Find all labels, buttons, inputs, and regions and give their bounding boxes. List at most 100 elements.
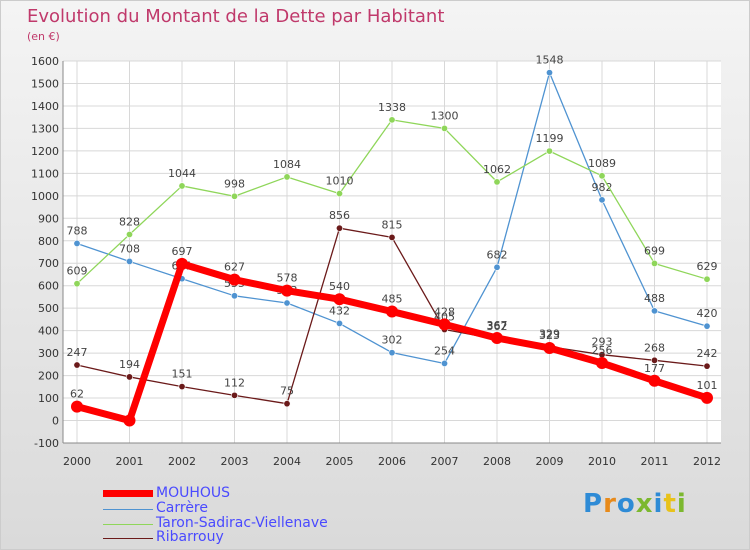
y-tick-label: 700 (38, 257, 59, 270)
data-label-carr-re: 420 (697, 307, 718, 320)
data-label-ribarrouy: 329 (539, 328, 560, 341)
y-tick-label: 400 (38, 325, 59, 338)
data-point-ribarrouy (388, 233, 396, 241)
data-label-ribarrouy: 112 (224, 376, 245, 389)
data-point-mouhous (228, 273, 241, 286)
data-point-mouhous (281, 284, 293, 297)
proxiti-logo: Proxiti (583, 489, 687, 519)
data-point-taron-sadirac-viellenave (283, 173, 291, 181)
data-label-carr-re: 432 (329, 304, 350, 317)
data-point-mouhous (71, 400, 83, 413)
data-point-mouhous (333, 293, 346, 306)
data-label-taron-sadirac-viellenave: 1044 (168, 167, 196, 180)
data-point-mouhous (491, 332, 503, 345)
y-tick-label: 1400 (31, 100, 59, 113)
x-tick-label: 2007 (431, 455, 459, 468)
y-tick-label: 1600 (31, 55, 59, 68)
data-label-mouhous: 578 (277, 272, 298, 285)
data-point-taron-sadirac-viellenave (493, 178, 501, 186)
data-label-ribarrouy: 75 (280, 385, 294, 398)
data-point-taron-sadirac-viellenave (545, 147, 553, 155)
logo-letter: P (583, 489, 604, 519)
data-point-carr-re (335, 319, 343, 327)
y-tick-label: 200 (38, 370, 59, 383)
data-label-ribarrouy: 151 (172, 368, 193, 381)
data-label-mouhous: 485 (382, 293, 403, 306)
data-point-ribarrouy (231, 391, 239, 399)
data-point-taron-sadirac-viellenave (388, 116, 396, 124)
data-label-ribarrouy: 815 (382, 218, 403, 231)
data-label-carr-re: 788 (67, 224, 88, 237)
data-point-carr-re (598, 196, 606, 204)
data-label-ribarrouy: 856 (329, 209, 350, 222)
data-label-carr-re: 682 (487, 248, 508, 261)
chart-subtitle: (en €) (27, 30, 60, 43)
data-point-taron-sadirac-viellenave (440, 124, 448, 132)
y-tick-label: 1200 (31, 145, 59, 158)
data-label-carr-re: 302 (382, 334, 403, 347)
data-label-ribarrouy: 293 (592, 336, 613, 349)
data-point-carr-re (73, 239, 81, 247)
data-point-ribarrouy (335, 224, 343, 232)
data-point-taron-sadirac-viellenave (703, 275, 711, 283)
y-tick-label: 1500 (31, 77, 59, 90)
data-point-carr-re (231, 292, 239, 300)
data-point-mouhous (596, 357, 608, 370)
data-label-mouhous: 367 (487, 319, 508, 332)
data-point-mouhous (123, 414, 136, 427)
data-label-taron-sadirac-viellenave: 1338 (378, 101, 406, 114)
y-tick-label: -100 (34, 437, 59, 450)
data-point-mouhous (648, 374, 661, 387)
data-point-taron-sadirac-viellenave (73, 280, 81, 288)
data-label-taron-sadirac-viellenave: 629 (697, 260, 718, 273)
y-tick-label: 1100 (31, 167, 59, 180)
x-tick-label: 2009 (536, 455, 564, 468)
data-point-ribarrouy (73, 361, 81, 369)
x-tick-label: 2010 (588, 455, 616, 468)
x-tick-label: 2001 (116, 455, 144, 468)
data-point-mouhous (176, 257, 188, 270)
data-label-mouhous: 256 (592, 344, 613, 357)
x-tick-label: 2002 (168, 455, 196, 468)
y-tick-label: 800 (38, 235, 59, 248)
data-point-taron-sadirac-viellenave (598, 172, 606, 180)
data-point-ribarrouy (703, 362, 711, 370)
x-tick-label: 2000 (63, 455, 91, 468)
logo-letter: o (616, 489, 636, 519)
y-tick-label: 900 (38, 212, 59, 225)
data-point-ribarrouy (178, 383, 186, 391)
logo-letter: x (635, 489, 654, 519)
data-point-carr-re (440, 359, 448, 367)
data-point-mouhous (438, 318, 451, 331)
data-label-carr-re: 1548 (536, 54, 564, 67)
data-label-mouhous: 540 (329, 280, 350, 293)
data-point-mouhous (386, 305, 398, 318)
data-label-mouhous: 177 (644, 362, 665, 375)
y-tick-label: 100 (38, 392, 59, 405)
x-tick-label: 2003 (221, 455, 249, 468)
data-label-ribarrouy: 268 (644, 341, 665, 354)
data-point-ribarrouy (283, 400, 291, 408)
x-tick-label: 2005 (326, 455, 354, 468)
data-point-carr-re (545, 69, 553, 77)
data-point-ribarrouy (126, 373, 134, 381)
data-label-taron-sadirac-viellenave: 1062 (483, 163, 511, 176)
data-label-mouhous: 323 (539, 329, 560, 342)
legend-label-carrere: Carrère (156, 500, 208, 516)
y-tick-label: 1300 (31, 122, 59, 135)
y-tick-label: 1000 (31, 190, 59, 203)
data-point-carr-re (388, 349, 396, 357)
chart-title: Evolution du Montant de la Dette par Hab… (27, 6, 445, 27)
data-label-carr-re: 488 (644, 292, 665, 305)
legend-label-mouhous: MOUHOUS (156, 485, 231, 501)
data-point-taron-sadirac-viellenave (650, 259, 658, 267)
data-point-mouhous (543, 341, 556, 354)
x-tick-label: 2006 (378, 455, 406, 468)
legend-swatch-ribarrouy (103, 538, 153, 539)
data-label-taron-sadirac-viellenave: 1084 (273, 158, 301, 171)
logo-letter: t (663, 489, 677, 519)
data-label-mouhous: 428 (434, 305, 455, 318)
legend-swatch-carrere (103, 509, 153, 510)
